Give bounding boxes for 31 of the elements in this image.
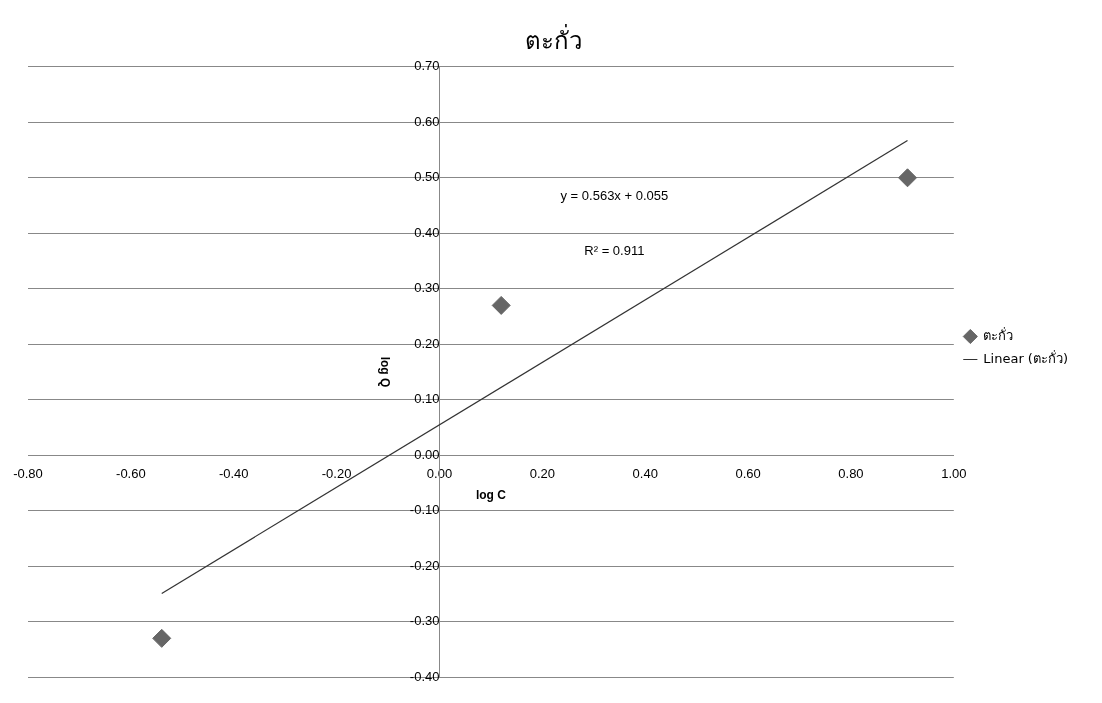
x-tick-label: -0.20	[321, 465, 352, 481]
x-tick-label: 0.20	[529, 465, 555, 481]
legend-label: ตะกั่ว	[983, 326, 1014, 343]
x-tick-label: -0.80	[13, 465, 43, 481]
y-tick-label: 0.30	[414, 280, 440, 296]
y-tick-label: 0.50	[414, 169, 440, 185]
y-tick-label: 0.20	[414, 335, 440, 351]
x-tick-label: 1.00	[941, 465, 967, 481]
y-tick-label: 0.60	[414, 113, 440, 129]
y-axis-title: log Q	[378, 356, 393, 388]
y-tick-label: 0.10	[414, 391, 440, 407]
point	[898, 168, 918, 188]
y-tick-label: 0.00	[414, 446, 440, 462]
annotation: R² = 0.911	[584, 243, 645, 259]
y-tick-label: -0.30	[409, 613, 440, 629]
chart-title: ตะกั่ว	[524, 23, 582, 55]
y-tick-label: 0.40	[414, 224, 440, 240]
x-axis-title: log C	[475, 488, 507, 503]
y-tick-label: -0.10	[409, 502, 440, 518]
y-tick-label: -0.20	[409, 557, 440, 573]
y-tick-label: 0.70	[414, 58, 440, 74]
point	[152, 628, 172, 648]
x-tick-label: 0.80	[838, 465, 864, 481]
annotation: y = 0.563x + 0.055	[560, 187, 669, 203]
x-tick-label: 0.40	[632, 465, 658, 481]
y-tick-label: -0.40	[409, 668, 440, 684]
x-tick-label: 0.60	[735, 465, 761, 481]
x-tick-label: -0.40	[218, 465, 249, 481]
point	[491, 295, 511, 315]
x-tick-label: -0.60	[116, 465, 146, 481]
legend-label: Linear (ตะกั่ว)	[983, 349, 1069, 366]
